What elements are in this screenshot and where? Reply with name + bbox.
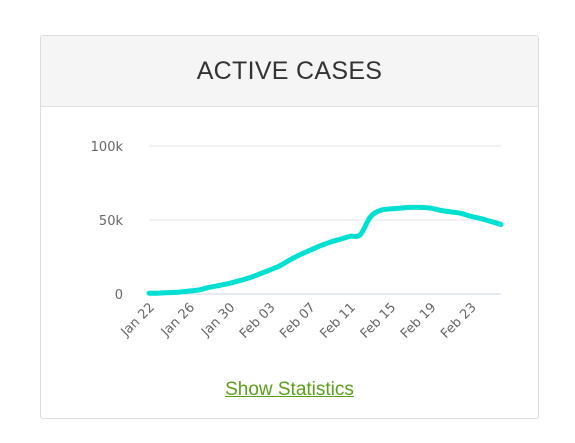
show-statistics-link[interactable]: Show Statistics	[225, 379, 354, 400]
x-tick-label: Jan 22	[118, 300, 158, 340]
x-tick-label: Feb 15	[358, 300, 400, 342]
y-tick-label: 100k	[91, 140, 124, 155]
x-tick-label: Feb 11	[317, 300, 359, 342]
x-tick-label: Jan 30	[198, 300, 238, 340]
x-tick-label: Feb 07	[277, 300, 319, 342]
y-tick-label: 0	[115, 288, 123, 303]
x-tick-label: Feb 03	[237, 300, 279, 342]
y-tick-label: 50k	[99, 214, 124, 229]
x-tick-label: Feb 23	[438, 300, 480, 342]
card-title: ACTIVE CASES	[196, 56, 383, 85]
grid-layer	[149, 145, 501, 295]
footer: Show Statistics	[41, 379, 538, 401]
x-tick-label: Jan 26	[158, 300, 198, 340]
active-cases-series-line	[146, 204, 504, 296]
x-tick-label: Feb 19	[398, 300, 440, 342]
card-header: ACTIVE CASES	[41, 36, 538, 107]
active-cases-card: ACTIVE CASES 0 50k 100k Jan 22 Jan 26 Jan 30…	[40, 35, 539, 419]
y-axis-labels: 0 50k 100k	[91, 140, 124, 303]
